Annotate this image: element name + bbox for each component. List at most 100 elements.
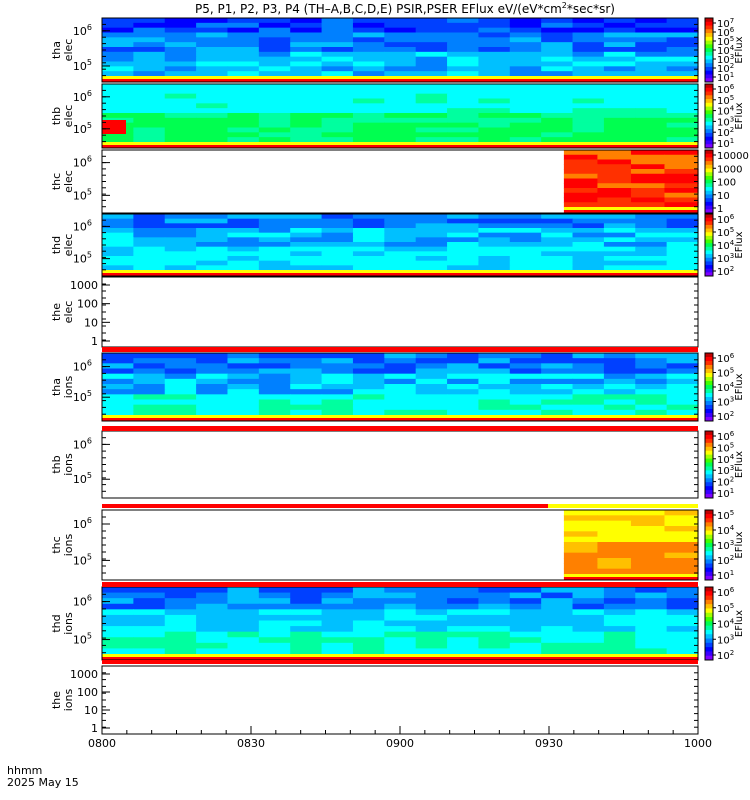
colorbar-swatch [705, 524, 713, 527]
heatmap-cell [447, 84, 480, 90]
heatmap-cell [478, 127, 511, 133]
heatmap-cell [102, 378, 134, 385]
heatmap-cell [415, 37, 448, 43]
heatmap-cell [102, 242, 134, 248]
heatmap-cell [133, 358, 166, 364]
colorbar-swatch [705, 228, 713, 231]
y-tick-label: 105 [73, 471, 92, 486]
heatmap-cell [133, 251, 166, 257]
heatmap-cell [196, 37, 229, 43]
heatmap-cell [164, 108, 197, 114]
heatmap-cell [258, 363, 291, 370]
heatmap-cell [352, 609, 385, 616]
heatmap-cell [572, 127, 605, 133]
heatmap-cell [384, 260, 417, 266]
heatmap-cell [664, 547, 699, 554]
heatmap-cell [290, 384, 323, 390]
colorbar-swatch [705, 417, 713, 420]
heatmap-cell [196, 108, 229, 114]
colorbar-tick-label: 103 [717, 396, 734, 409]
heatmap-cell [415, 246, 448, 252]
heatmap-cell [603, 642, 636, 650]
heatmap-cell [196, 18, 229, 24]
heatmap-cell [635, 256, 668, 262]
heatmap-cell [478, 61, 511, 67]
colorbar-tick-label: 106 [717, 26, 735, 39]
heatmap-cell [196, 620, 229, 627]
y-tick-label: 105 [73, 552, 92, 567]
colorbar-tick-base: 10 [717, 85, 730, 96]
heatmap-cell [352, 363, 385, 370]
heatmap-cell [258, 218, 291, 224]
heatmap-cell [258, 127, 291, 133]
heatmap-cell [635, 609, 668, 616]
colorbar-swatch [705, 361, 713, 364]
heatmap-cell [666, 93, 699, 100]
y-tick-label: 1 [91, 722, 98, 735]
heatmap-cell [133, 84, 166, 90]
heatmap-cell [133, 22, 166, 29]
heatmap-cell [541, 358, 574, 364]
heatmap-cell [666, 637, 699, 644]
heatmap-cell [133, 409, 166, 416]
heatmap-cell [635, 409, 668, 416]
heatmap-cell [415, 22, 448, 29]
y-tick-base: 10 [73, 361, 87, 374]
colorbar-swatch [705, 651, 713, 655]
heatmap-cell [572, 614, 605, 622]
heatmap-cell [133, 27, 166, 34]
heatmap-cell [321, 614, 354, 622]
heatmap-cell [258, 42, 291, 48]
heatmap-cell [563, 183, 599, 189]
heatmap-cell [478, 631, 511, 638]
colorbar-tick-label: 105 [717, 35, 734, 48]
heatmap-cell [447, 642, 480, 650]
heatmap-cell [384, 18, 417, 24]
heatmap-cell [290, 592, 323, 599]
heatmap-cell [630, 178, 666, 184]
heatmap-cell [541, 368, 574, 375]
colorbar-swatch [705, 187, 713, 190]
heatmap-cell [227, 389, 260, 395]
heatmap-cell [635, 394, 668, 401]
heatmap-cell [447, 71, 480, 77]
colorbar-swatch [705, 563, 713, 567]
colorbar-swatch [705, 363, 713, 366]
x-tick-label: 0900 [386, 737, 414, 750]
heatmap-cell [541, 113, 574, 119]
heatmap-cell [102, 214, 134, 220]
heatmap-cell [164, 66, 197, 72]
y-tick-exp: 6 [87, 359, 92, 368]
heatmap-cell [603, 61, 636, 67]
heatmap-cell [290, 37, 323, 43]
heatmap-cell [196, 609, 229, 616]
heatmap-cell [541, 108, 574, 114]
heatmap-cell [666, 223, 699, 229]
panel-ylabel-bottom: ions [62, 453, 75, 476]
heatmap-cell [258, 228, 291, 234]
panel-ylabel-bottom: elec [62, 105, 75, 128]
heatmap-cell [572, 378, 605, 385]
heatmap-cell [258, 353, 291, 359]
heatmap-cell [415, 592, 448, 599]
heatmap-cell [664, 178, 699, 184]
heatmap-cell [509, 363, 542, 370]
heatmap-cell [666, 98, 699, 104]
heatmap-cell [666, 117, 699, 124]
heatmap-cell [102, 626, 134, 633]
colorbar-swatch [705, 353, 713, 356]
heatmap-cell [572, 404, 605, 411]
heatmap-cell [603, 631, 636, 638]
colorbar-swatch [705, 138, 713, 141]
heatmap-cell [603, 394, 636, 401]
heatmap-cell [321, 42, 354, 48]
colorbar-swatch [705, 627, 713, 631]
heatmap-cell [541, 587, 574, 594]
heatmap-cell [664, 197, 699, 203]
colorbar-swatch [705, 255, 713, 259]
heatmap-cell [227, 61, 260, 67]
heatmap-cell [352, 47, 385, 53]
heatmap-cell [572, 256, 605, 262]
heatmap-cell [415, 353, 448, 359]
